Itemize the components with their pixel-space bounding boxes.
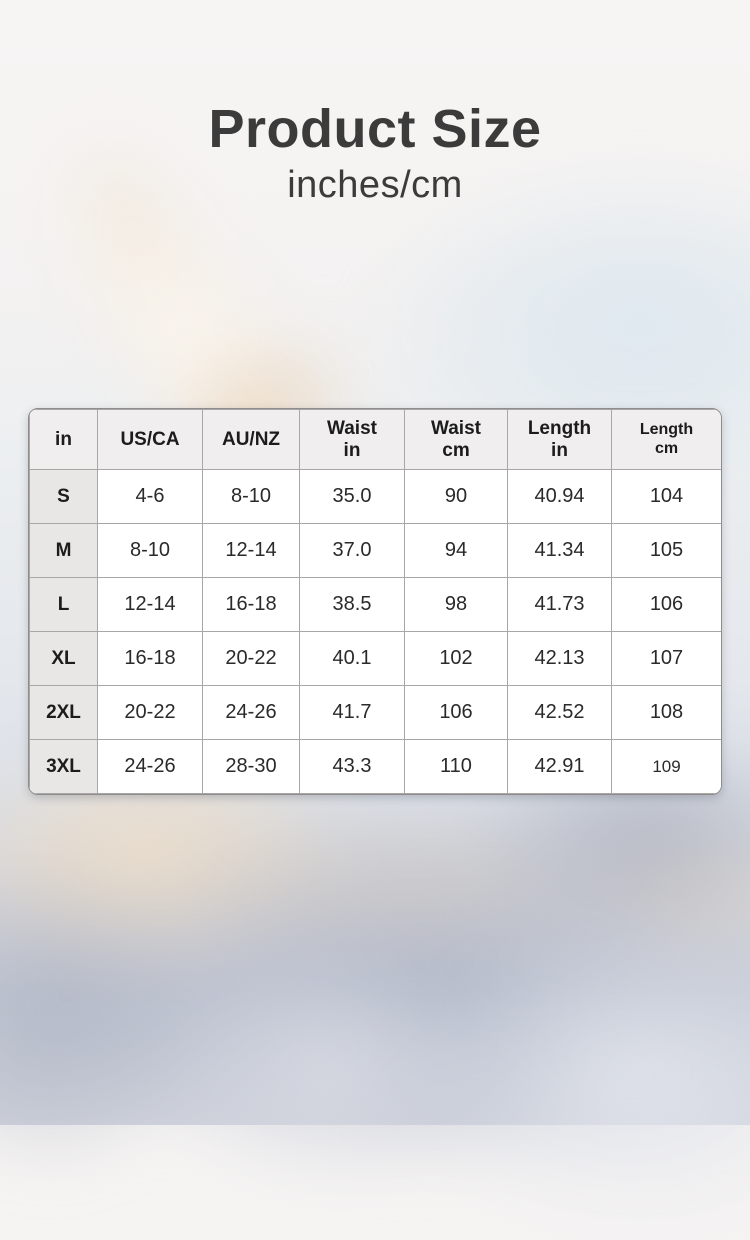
table-cell: 24-26 [97, 739, 203, 794]
table-cell: 20-22 [97, 685, 203, 740]
table-row-s: S 4-6 8-10 35.0 90 40.94 104 [29, 469, 721, 524]
table-cell: 28-30 [202, 739, 300, 794]
column-header-au-nz: AU/NZ [202, 409, 300, 470]
page-subtitle: inches/cm [287, 164, 463, 206]
size-label: M [29, 523, 98, 578]
table-cell: 106 [611, 577, 721, 632]
table-cell: 38.5 [299, 577, 405, 632]
size-label: S [29, 469, 98, 524]
table-row-2xl: 2XL 20-22 24-26 41.7 106 42.52 108 [29, 685, 721, 740]
size-label: L [29, 577, 98, 632]
column-header-us-ca: US/CA [97, 409, 203, 470]
table-cell: 40.1 [299, 631, 405, 686]
table-cell: 104 [611, 469, 721, 524]
column-header-length-cm: Length cm [611, 409, 721, 470]
table-cell: 42.13 [507, 631, 612, 686]
table-cell: 105 [611, 523, 721, 578]
size-label: XL [29, 631, 98, 686]
size-label: 2XL [29, 685, 98, 740]
table-cell: 8-10 [202, 469, 300, 524]
table-row-xl: XL 16-18 20-22 40.1 102 42.13 107 [29, 631, 721, 686]
table-cell: 24-26 [202, 685, 300, 740]
column-header-waist-cm: Waist cm [404, 409, 508, 470]
size-chart-table: in US/CA AU/NZ Waist in Waist cm Length … [29, 409, 721, 794]
table-cell: 20-22 [202, 631, 300, 686]
table-cell: 41.73 [507, 577, 612, 632]
column-header-length-in: Length in [507, 409, 612, 470]
column-header-size: in [29, 409, 98, 470]
table-cell: 43.3 [299, 739, 405, 794]
table-cell: 40.94 [507, 469, 612, 524]
table-cell: 8-10 [97, 523, 203, 578]
table-cell: 35.0 [299, 469, 405, 524]
table-row-m: M 8-10 12-14 37.0 94 41.34 105 [29, 523, 721, 578]
table-cell: 106 [404, 685, 508, 740]
table-row-3xl: 3XL 24-26 28-30 43.3 110 42.91 109 [29, 739, 721, 794]
page-title: Product Size [208, 99, 542, 159]
table-cell: 94 [404, 523, 508, 578]
size-chart-table-container: in US/CA AU/NZ Waist in Waist cm Length … [28, 408, 722, 795]
size-label: 3XL [29, 739, 98, 794]
table-cell: 37.0 [299, 523, 405, 578]
table-cell: 41.34 [507, 523, 612, 578]
header-row: in US/CA AU/NZ Waist in Waist cm Length … [29, 409, 721, 470]
table-row-l: L 12-14 16-18 38.5 98 41.73 106 [29, 577, 721, 632]
table-cell: 42.52 [507, 685, 612, 740]
table-cell: 98 [404, 577, 508, 632]
table-cell: 12-14 [202, 523, 300, 578]
table-cell: 12-14 [97, 577, 203, 632]
table-cell: 109 [611, 739, 721, 794]
table-cell: 107 [611, 631, 721, 686]
table-cell: 41.7 [299, 685, 405, 740]
table-cell: 108 [611, 685, 721, 740]
table-cell: 4-6 [97, 469, 203, 524]
table-cell: 90 [404, 469, 508, 524]
column-header-waist-in: Waist in [299, 409, 405, 470]
table-cell: 16-18 [202, 577, 300, 632]
table-cell: 110 [404, 739, 508, 794]
table-cell: 16-18 [97, 631, 203, 686]
table-cell: 102 [404, 631, 508, 686]
table-cell: 42.91 [507, 739, 612, 794]
